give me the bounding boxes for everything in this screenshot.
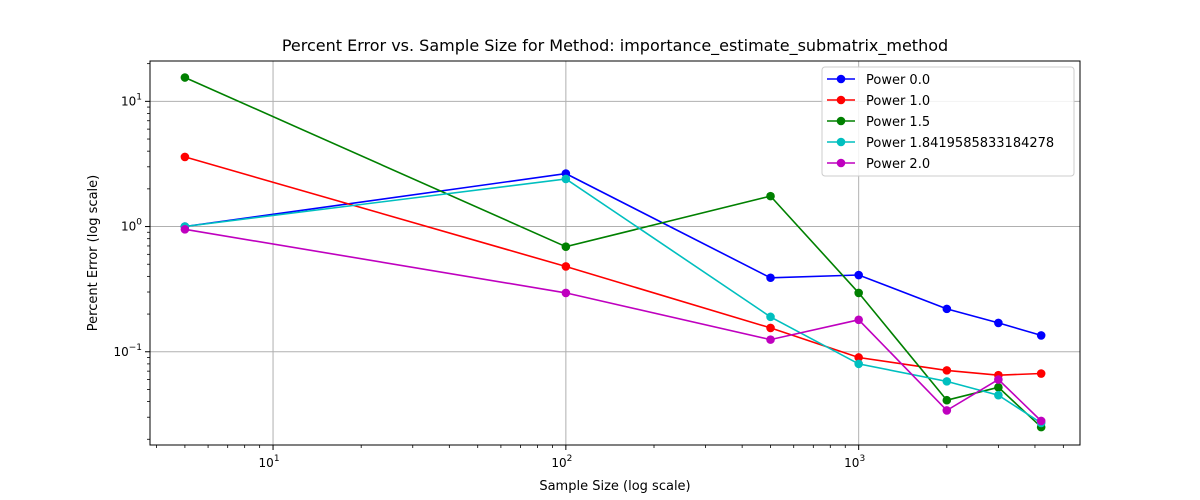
series-1-point — [766, 323, 775, 333]
x-tick-label: 103 — [844, 454, 865, 470]
series-line-1 — [184, 156, 1042, 377]
legend-label: Power 1.8419585833184278 — [866, 136, 1054, 151]
series-line-3 — [184, 178, 1042, 424]
legend-swatch-marker — [836, 74, 846, 84]
series-4-point — [942, 406, 952, 415]
series-4-point — [766, 335, 775, 344]
legend-label: Power 0.0 — [866, 73, 930, 88]
y-tick-label: 100 — [121, 218, 142, 234]
series-0-point — [1036, 331, 1046, 340]
series-2-point — [942, 395, 952, 405]
series-2-point — [180, 73, 190, 82]
series-4-point — [854, 315, 863, 325]
series-2-point — [854, 288, 863, 298]
y-tick-label: 10−1 — [113, 343, 142, 359]
series-4-point — [1036, 416, 1046, 426]
series-3-point — [994, 390, 1003, 400]
series-1-point — [561, 262, 571, 271]
series-4-point — [561, 288, 571, 298]
x-axis-label: Sample Size (log scale) — [539, 479, 690, 494]
series-group — [180, 73, 1046, 432]
legend-label: Power 1.0 — [866, 94, 930, 109]
legend-label: Power 1.5 — [866, 115, 930, 130]
x-tick-label: 102 — [551, 454, 572, 470]
series-1-point — [180, 152, 190, 162]
series-0-point — [994, 318, 1003, 328]
series-0-point — [942, 304, 952, 314]
series-2-point — [994, 383, 1003, 392]
series-1-point — [942, 366, 952, 375]
legend-label: Power 2.0 — [866, 157, 930, 172]
series-4-point — [994, 375, 1003, 384]
series-3-point — [942, 377, 952, 386]
series-line-0 — [184, 172, 1042, 337]
legend-box — [821, 66, 1075, 177]
chart-title: Percent Error vs. Sample Size for Method… — [282, 36, 948, 56]
y-tick-label: 101 — [121, 92, 142, 108]
series-3-point — [854, 359, 863, 369]
series-line-4 — [184, 228, 1042, 422]
series-3-point — [766, 312, 775, 322]
legend-swatch-marker — [836, 158, 846, 168]
series-2-point — [561, 242, 571, 252]
series-1-point — [854, 353, 863, 362]
x-axis-ticks: 101 102 103 — [259, 445, 865, 470]
legend-swatch-marker — [836, 137, 846, 147]
legend-swatch-marker — [836, 116, 846, 126]
series-0-point — [766, 273, 775, 283]
legend: Power 0.0 Power 1.0 Power 1.5 Power 1.84195… — [821, 66, 1075, 177]
series-4-point — [180, 225, 190, 234]
plot-frame — [149, 60, 1081, 446]
series-0-point — [854, 270, 863, 280]
series-2-point — [766, 191, 775, 201]
y-axis-ticks: 10−1 100 101 — [113, 92, 150, 359]
series-1-point — [1036, 369, 1046, 378]
y-axis-label: Percent Error (log scale) — [86, 175, 101, 331]
x-tick-label: 101 — [259, 454, 280, 470]
legend-swatch-marker — [836, 95, 846, 105]
series-3-point — [561, 174, 571, 184]
